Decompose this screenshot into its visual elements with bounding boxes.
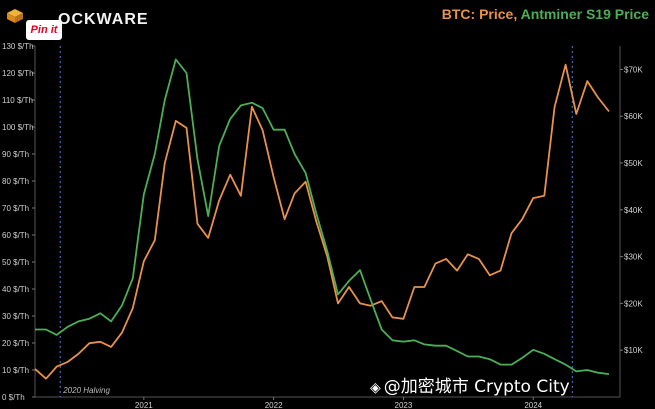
y-right-tick-label: $60K — [624, 112, 643, 121]
title-btc: BTC: Price — [441, 6, 514, 22]
y-right-tick-label: $50K — [624, 159, 643, 168]
y-left-tick-label: 70 $/Th — [2, 204, 29, 213]
y-right-tick-label: $70K — [624, 65, 643, 74]
y-right-tick-label: $20K — [624, 299, 643, 308]
y-left-tick-label: 20 $/Th — [2, 339, 29, 348]
chart-header: OCKWARE BTC: Price, Antminer S19 Price — [0, 0, 655, 30]
y-left-tick-label: 50 $/Th — [2, 258, 29, 267]
y-left-tick-label: 10 $/Th — [2, 366, 29, 375]
watermark: ◈ @加密城市 Crypto City — [370, 372, 570, 397]
y-left-tick-label: 100 $/Th — [2, 123, 34, 132]
antminer-price-line — [35, 58, 610, 375]
y-left-tick-label: 0 $/Th — [2, 393, 25, 402]
title-miner: Antminer S19 Price — [520, 6, 649, 22]
x-tick-label: 2021 — [135, 401, 153, 409]
y-left-tick-label: 30 $/Th — [2, 312, 29, 321]
x-tick-label: 2022 — [265, 401, 283, 409]
y-left-tick-label: 60 $/Th — [2, 231, 29, 240]
watermark-text: @加密城市 Crypto City — [383, 377, 570, 397]
chart-title: BTC: Price, Antminer S19 Price — [442, 6, 649, 22]
y-left-tick-label: 40 $/Th — [2, 285, 29, 294]
x-tick-label: 2023 — [395, 401, 413, 409]
diamond-icon: ◈ — [370, 380, 381, 396]
halving-label: 2020 Halving — [62, 386, 110, 395]
y-right-tick-label: $40K — [624, 206, 643, 215]
y-left-tick-label: 110 $/Th — [2, 96, 33, 105]
y-right-tick-label: $10K — [624, 346, 643, 355]
y-left-tick-label: 90 $/Th — [2, 150, 29, 159]
title-separator: , — [513, 6, 521, 22]
y-left-tick-label: 130 $/Th — [2, 42, 34, 51]
y-left-tick-label: 120 $/Th — [2, 69, 34, 78]
brand-name: OCKWARE — [58, 11, 149, 28]
y-left-tick-label: 80 $/Th — [2, 177, 29, 186]
cube-logo-icon — [7, 9, 23, 23]
x-tick-label: 2024 — [524, 401, 542, 409]
pin-it-button[interactable]: Pin it — [26, 20, 62, 40]
btc-price-line — [34, 63, 610, 380]
y-right-tick-label: $30K — [624, 253, 643, 262]
